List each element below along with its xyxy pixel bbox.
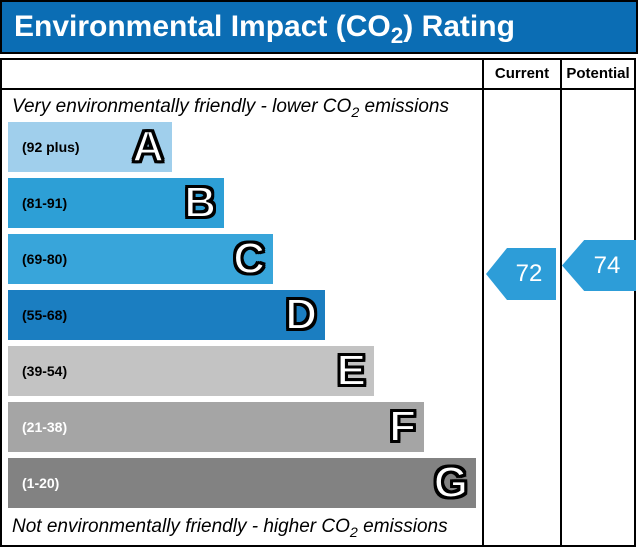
rating-table: Current Potential Very environmentally f…: [0, 58, 636, 547]
top-note-prefix: Very environmentally friendly - lower CO: [12, 96, 352, 117]
band-letter: F: [388, 402, 417, 451]
bottom-note-subscript: 2: [349, 524, 358, 541]
band-range-label: (81-91): [22, 195, 68, 211]
current-rating-arrow: 72: [486, 248, 556, 300]
band-D: (55-68) D: [8, 290, 325, 340]
band-C: (69-80) C: [8, 234, 273, 284]
bottom-note-prefix: Not environmentally friendly - higher CO: [12, 516, 350, 537]
band-range-label: (55-68): [22, 307, 68, 323]
band-letter: G: [433, 458, 469, 507]
band-range-label: (1-20): [22, 475, 60, 491]
band-F: (21-38) F: [8, 402, 424, 452]
band-range-label: (69-80): [22, 251, 68, 267]
potential-column-header: Potential: [566, 65, 630, 82]
chart-title-subscript: 2: [390, 23, 404, 48]
top-note: Very environmentally friendly - lower CO…: [12, 96, 449, 121]
table-header-row: Current Potential: [2, 60, 634, 90]
potential-column-divider: [560, 60, 562, 545]
band-letter: B: [183, 178, 217, 227]
rating-bands: (92 plus) A (81-91) B (69-80) C (55-68) D (39-54…: [8, 122, 476, 514]
band-range-label: (92 plus): [22, 139, 80, 155]
potential-rating-arrow: 74: [562, 240, 636, 291]
bottom-note: Not environmentally friendly - higher CO…: [12, 516, 448, 541]
chart-title-suffix: ) Rating: [403, 10, 515, 43]
band-A: (92 plus) A: [8, 122, 172, 172]
current-rating-value: 72: [515, 260, 543, 287]
band-range-label: (21-38): [22, 419, 68, 435]
current-column-header: Current: [494, 65, 550, 82]
chart-title: Environmental Impact (CO2) Rating: [2, 10, 515, 48]
top-note-subscript: 2: [351, 104, 360, 121]
chart-title-bar: Environmental Impact (CO2) Rating: [0, 0, 638, 54]
current-column-divider: [482, 60, 484, 545]
band-G: (1-20) G: [8, 458, 476, 508]
band-letter: C: [232, 234, 266, 283]
bottom-note-suffix: emissions: [357, 516, 448, 537]
band-letter: D: [284, 290, 318, 339]
top-note-suffix: emissions: [359, 96, 449, 117]
band-letter: A: [131, 122, 165, 171]
chart-title-prefix: Environmental Impact (CO: [14, 10, 391, 43]
band-range-label: (39-54): [22, 363, 68, 379]
band-B: (81-91) B: [8, 178, 224, 228]
potential-rating-value: 74: [593, 251, 621, 279]
band-letter: E: [336, 346, 367, 395]
band-E: (39-54) E: [8, 346, 374, 396]
